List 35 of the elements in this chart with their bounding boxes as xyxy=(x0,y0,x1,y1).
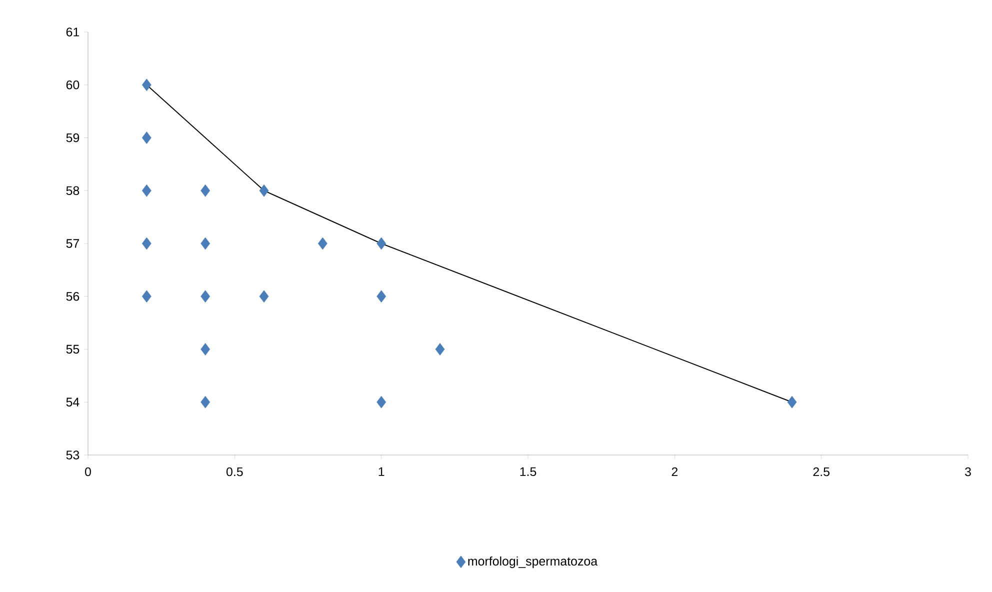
point xyxy=(142,78,152,92)
point xyxy=(142,237,152,250)
y-tick-label: 53 xyxy=(66,450,80,460)
x-tick-label: 2.5 xyxy=(813,467,830,476)
point xyxy=(200,290,210,303)
y-tick-label: 59 xyxy=(66,133,80,142)
y-tick-label: 60 xyxy=(66,80,80,90)
x-tick-label: 3 xyxy=(965,467,971,476)
point xyxy=(435,343,445,356)
point xyxy=(318,237,328,250)
point xyxy=(142,290,152,303)
x-tick-label: 1.5 xyxy=(520,467,536,476)
point xyxy=(200,184,210,197)
legend-label: morfologi_spermatozoa xyxy=(468,556,598,568)
x-tick-label: 2 xyxy=(672,467,678,476)
y-tick-label: 56 xyxy=(66,292,80,301)
point xyxy=(200,237,210,250)
x-tick-label: 0.5 xyxy=(226,467,243,476)
point xyxy=(787,396,797,408)
y-tick-label: 54 xyxy=(66,398,80,406)
point xyxy=(142,132,152,144)
y-tick-label: 61 xyxy=(66,28,80,36)
x-tick-label: 1 xyxy=(378,467,384,476)
y-tick-label: 55 xyxy=(66,344,80,354)
point xyxy=(259,290,269,303)
point xyxy=(376,237,386,250)
point xyxy=(200,396,210,408)
point xyxy=(259,184,269,197)
point xyxy=(200,343,210,356)
point xyxy=(142,184,152,197)
point xyxy=(376,290,386,303)
y-tick-label: 58 xyxy=(66,186,80,196)
y-tick-label: 57 xyxy=(66,239,80,248)
point xyxy=(376,396,386,408)
x-tick-label: 0 xyxy=(85,467,91,476)
